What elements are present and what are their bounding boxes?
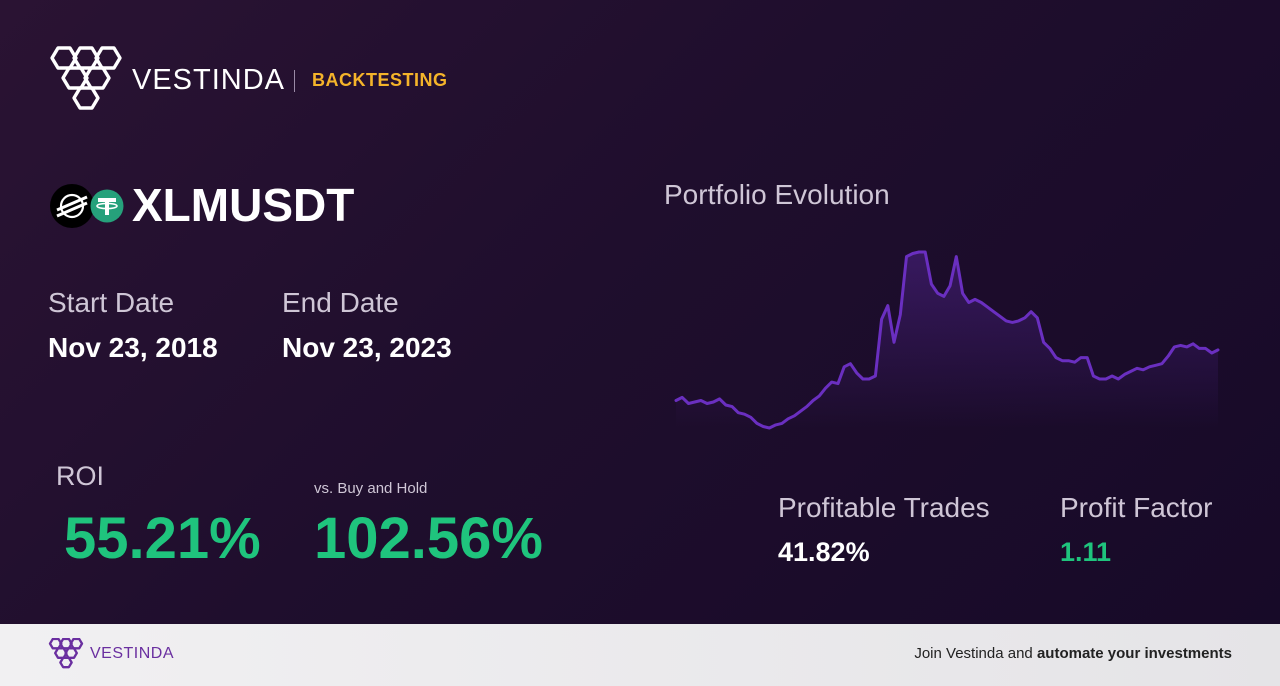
profit-factor-value: 1.11 xyxy=(1060,537,1112,567)
footer-cta-bold: automate your investments xyxy=(1036,645,1232,662)
roi-label: ROI xyxy=(56,461,105,491)
stellar-lumens-icon xyxy=(50,184,94,228)
start-date-value: Nov 23, 2018 xyxy=(48,332,218,363)
profit-factor-label: Profit Factor xyxy=(1060,492,1213,523)
end-date-value: Nov 23, 2023 xyxy=(282,332,452,363)
end-date-label: End Date xyxy=(282,287,399,318)
brand-subtitle: BACKTESTING xyxy=(312,70,448,90)
portfolio-evolution-chart xyxy=(674,250,1220,430)
profitable-trades-value: 41.82% xyxy=(778,537,870,567)
footer-brand-name[interactable]: VESTINDA xyxy=(90,645,175,662)
buy-hold-value: 102.56% xyxy=(314,506,543,571)
backtest-card: VESTINDA BACKTESTING XLMUSDT Start Date … xyxy=(0,0,1280,624)
chart-series-line xyxy=(674,250,1220,430)
footer-bar: VESTINDA Join Vestinda and automate your… xyxy=(0,624,1280,686)
tether-icon xyxy=(90,189,124,223)
trading-pair-title: XLMUSDT xyxy=(132,179,355,231)
footer-cta-link[interactable]: Join Vestinda and automate your investme… xyxy=(914,645,1232,662)
footer-cta-prefix: Join Vestinda and xyxy=(914,645,1037,662)
start-date-label: Start Date xyxy=(48,287,175,318)
chart-title: Portfolio Evolution xyxy=(664,179,890,210)
brand-name: VESTINDA xyxy=(132,64,286,96)
vestinda-logo-icon[interactable] xyxy=(48,46,124,114)
chart-area-fill xyxy=(676,252,1218,428)
brand-divider xyxy=(294,70,295,92)
profitable-trades-label: Profitable Trades xyxy=(778,492,990,523)
buy-hold-label: vs. Buy and Hold xyxy=(314,480,428,497)
roi-value: 55.21% xyxy=(64,506,261,571)
vestinda-logo-icon[interactable] xyxy=(48,638,84,670)
